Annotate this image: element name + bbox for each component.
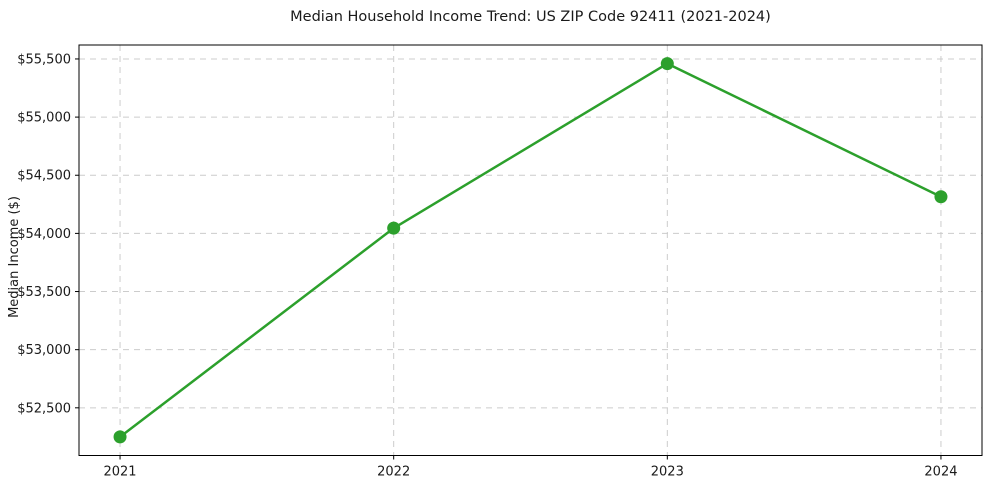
y-tick-label: $54,500 (17, 169, 71, 184)
y-axis-label: Median Income ($) (7, 196, 22, 318)
y-tick-label: $52,500 (17, 401, 71, 416)
data-point-marker (387, 221, 401, 235)
x-tick-label: 2021 (103, 465, 136, 480)
x-tick-label: 2022 (377, 465, 410, 480)
x-tick-label: 2024 (924, 465, 957, 480)
income-trend-line (118, 62, 943, 439)
data-point-marker (660, 57, 674, 71)
plot-spines (78, 44, 983, 456)
y-tick-label: $53,500 (17, 285, 71, 300)
data-point-marker (113, 430, 127, 444)
y-tick-label: $53,000 (17, 343, 71, 358)
x-tick-label: 2023 (651, 465, 684, 480)
data-point-marker (934, 190, 948, 204)
chart-title: Median Household Income Trend: US ZIP Co… (290, 9, 771, 25)
y-tick-label: $54,000 (17, 227, 71, 242)
y-tick-label: $55,500 (17, 52, 71, 67)
y-tick-label: $55,000 (17, 111, 71, 126)
